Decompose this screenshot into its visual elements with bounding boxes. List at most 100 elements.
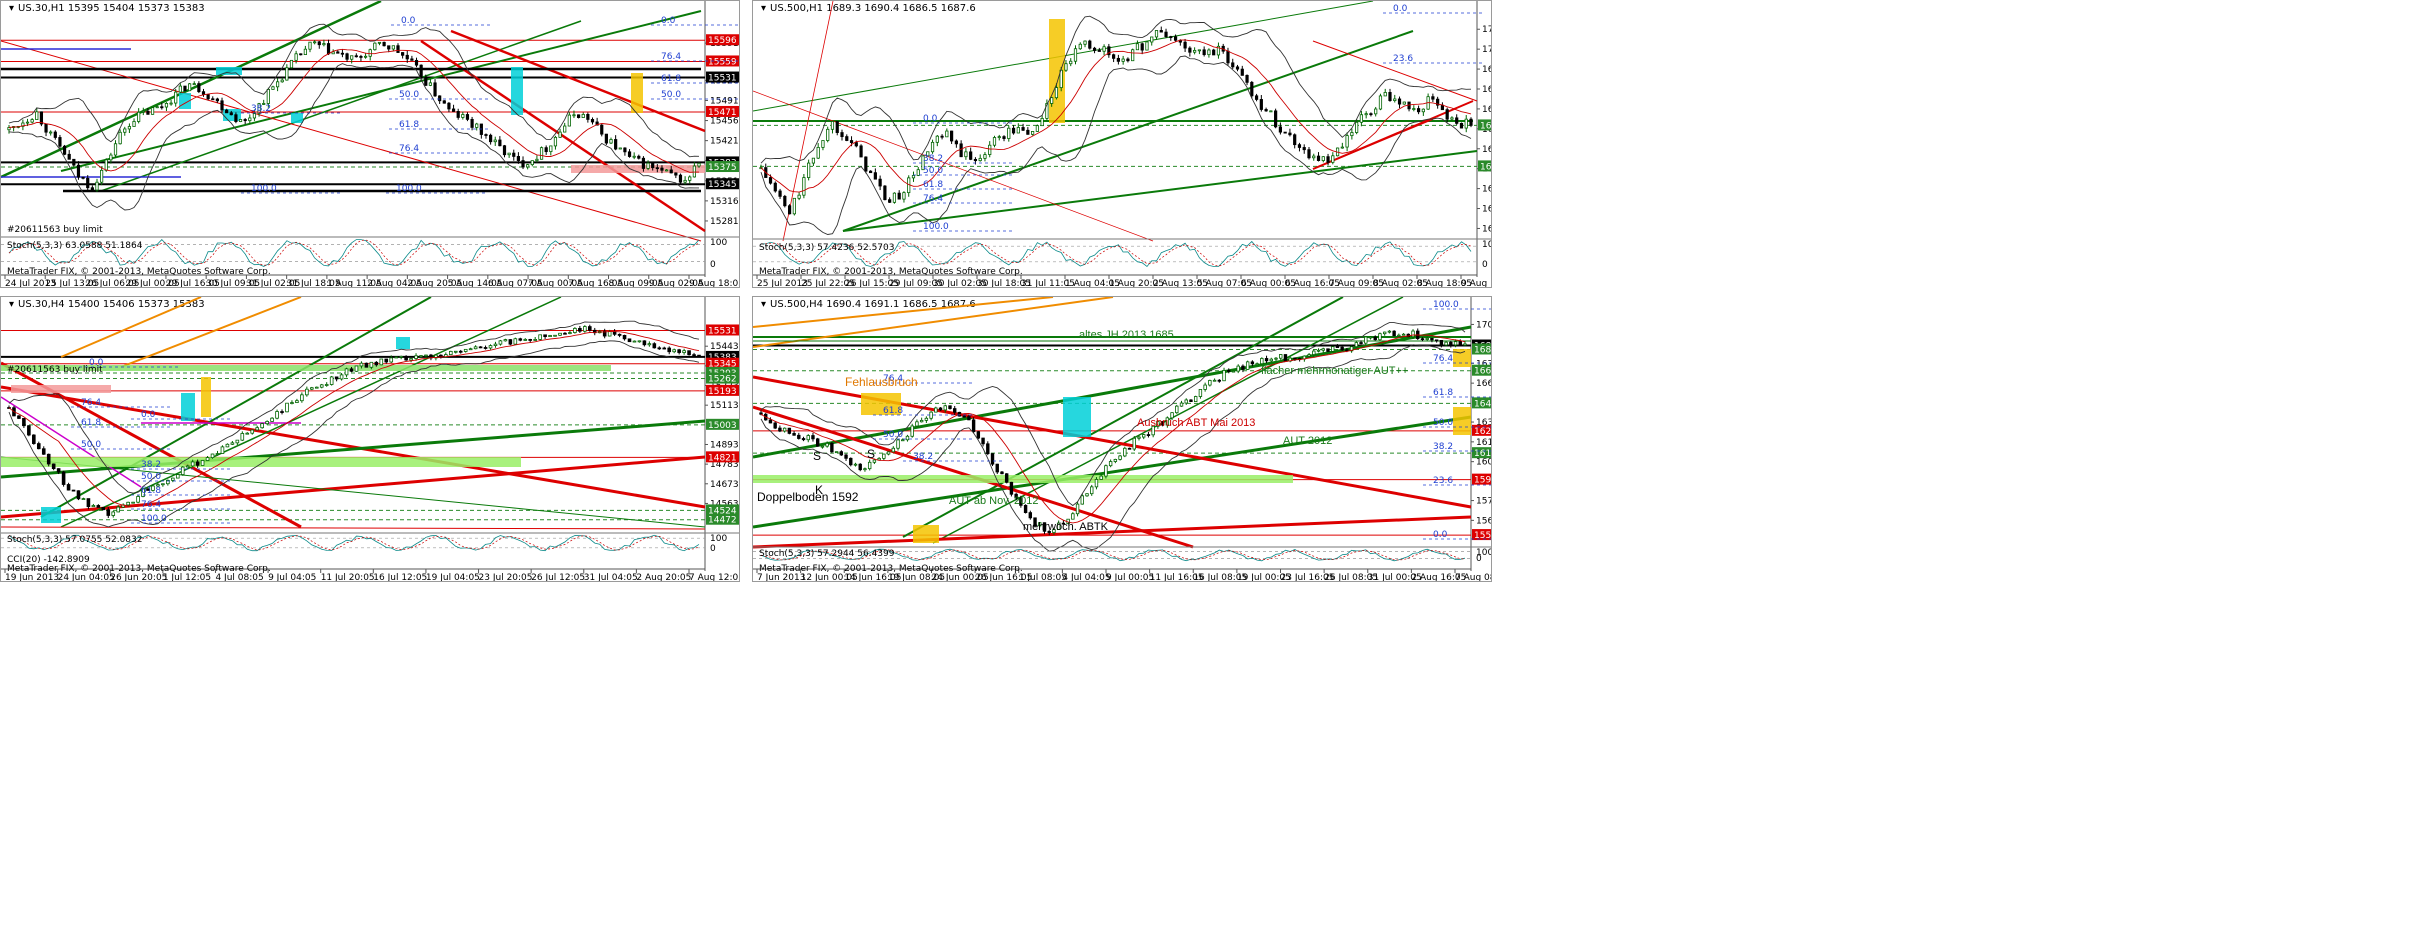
chart-panel-us30-h4[interactable]: ▾ US.30,H4 15400 15406 15373 15383 15443 1… (0, 296, 740, 582)
chevron-down-icon[interactable]: ▾ (9, 3, 15, 14)
chart-panel-us500-h1[interactable]: ▾ US.500,H1 1689.3 1690.4 1686.5 1687.6 1… (752, 0, 1492, 288)
candle-body (141, 110, 145, 113)
candle-body (61, 471, 66, 485)
candle-body (394, 356, 398, 359)
candle-body (1113, 458, 1118, 462)
candle-body (453, 350, 458, 353)
candle-body (1364, 113, 1368, 116)
candle-body (104, 159, 108, 171)
fib-label: 50.0 (81, 440, 101, 450)
candle-body (1052, 529, 1056, 533)
candle-body (53, 131, 57, 138)
candle-body (166, 479, 170, 485)
candle-body (1321, 156, 1325, 161)
candle-body (595, 121, 599, 126)
candle-body (901, 439, 905, 442)
candle-body (1340, 146, 1344, 149)
time-tick-label: 30 Jul 02:05 (933, 279, 987, 288)
candle-body (399, 355, 403, 358)
candle-body (132, 121, 136, 127)
moving-average (760, 39, 1472, 193)
candle-body (892, 192, 897, 203)
price-tick-label: 14783 (710, 460, 739, 470)
candle-body (867, 461, 872, 470)
candle-body (1241, 365, 1245, 370)
candle-body (1345, 135, 1349, 148)
candle-body (498, 340, 503, 345)
candle-body (354, 55, 358, 58)
candle-body (891, 447, 895, 453)
chevron-down-icon[interactable]: ▾ (761, 299, 767, 310)
candle-body (1108, 461, 1113, 467)
candle-body (448, 350, 453, 356)
candle-body (1378, 333, 1382, 341)
price-label-box (706, 418, 739, 430)
candle-body (349, 368, 354, 372)
candle-body (1307, 149, 1311, 159)
candle-body (106, 509, 111, 516)
price-label-box (706, 55, 739, 67)
annotation-doppelboden: Doppelboden 1592 (757, 490, 859, 504)
candle-body (71, 489, 76, 492)
chart-panel-us500-h4[interactable]: ▾ US.500,H4 1690.4 1691.1 1686.5 1687.6 1… (752, 296, 1492, 582)
time-tick-label: 31 Jul 11:05 (1021, 279, 1075, 288)
chart-panel-us30-h1[interactable]: ▾US.30,H1 15395 15404 15373 15383 155911… (0, 0, 740, 288)
footer-copyright: MetaTrader FIX, © 2001-2013, MetaQuotes … (7, 267, 271, 277)
candle-body (916, 169, 920, 176)
candle-body (1312, 350, 1316, 355)
fib-label: 61.8 (923, 180, 943, 190)
candle-body (1393, 98, 1397, 102)
candle-body (382, 41, 386, 47)
fib-label: 38.2 (141, 460, 161, 470)
candle-body (1421, 108, 1425, 113)
candle-body (326, 43, 331, 55)
candle-body (433, 82, 437, 97)
candle-body (1269, 358, 1273, 362)
candle-body (146, 110, 150, 115)
candle-body (126, 501, 130, 506)
candle-body (849, 140, 854, 143)
candle-body (981, 437, 985, 445)
time-tick-label: 31 Jul 18:05 (287, 279, 341, 288)
candle-body (572, 114, 576, 117)
candle-body (295, 400, 299, 403)
price-label-box (1478, 119, 1491, 131)
fib-label: 76.4 (661, 52, 681, 62)
highlight-zone (753, 475, 1293, 483)
footer-copyright: MetaTrader FIX, © 2001-2013, MetaQuotes … (7, 564, 271, 574)
candle-body (878, 178, 882, 187)
oscillator-tick: 100 (1476, 548, 1492, 558)
candle-body (1047, 530, 1051, 533)
candle-body (470, 118, 474, 128)
candle-body (622, 334, 627, 340)
fib-label: 76.4 (1433, 354, 1453, 364)
candle-body (44, 123, 48, 133)
candle-body (280, 79, 284, 83)
candle-body (1127, 447, 1132, 450)
candle-body (1260, 358, 1264, 365)
candle-body (687, 350, 691, 356)
candle-body (834, 451, 839, 454)
highlight-zone (571, 165, 705, 173)
candle-body (637, 155, 641, 159)
candle-body (1434, 339, 1439, 342)
time-tick-label: 1 Aug 04:05 (1065, 279, 1120, 288)
candle-body (930, 141, 935, 153)
time-tick-label: 31 Jul 04:05 (584, 573, 638, 582)
price-tick-label: 14893 (710, 440, 739, 450)
annotation-s-right: S (867, 447, 876, 461)
candle-body (938, 407, 943, 411)
candle-body (1355, 121, 1359, 133)
candle-body (285, 402, 289, 413)
candle-body (225, 109, 229, 114)
candle-body (66, 484, 71, 491)
candle-body (419, 355, 423, 358)
candle-body (516, 156, 520, 161)
candle-body (136, 496, 140, 503)
chevron-down-icon[interactable]: ▾ (761, 3, 767, 14)
chevron-down-icon[interactable]: ▾ (9, 299, 15, 310)
candle-body (336, 51, 340, 54)
candle-body (600, 124, 604, 135)
time-tick-label: 2 Aug 16:05 (1411, 573, 1466, 582)
candle-body (100, 169, 104, 183)
